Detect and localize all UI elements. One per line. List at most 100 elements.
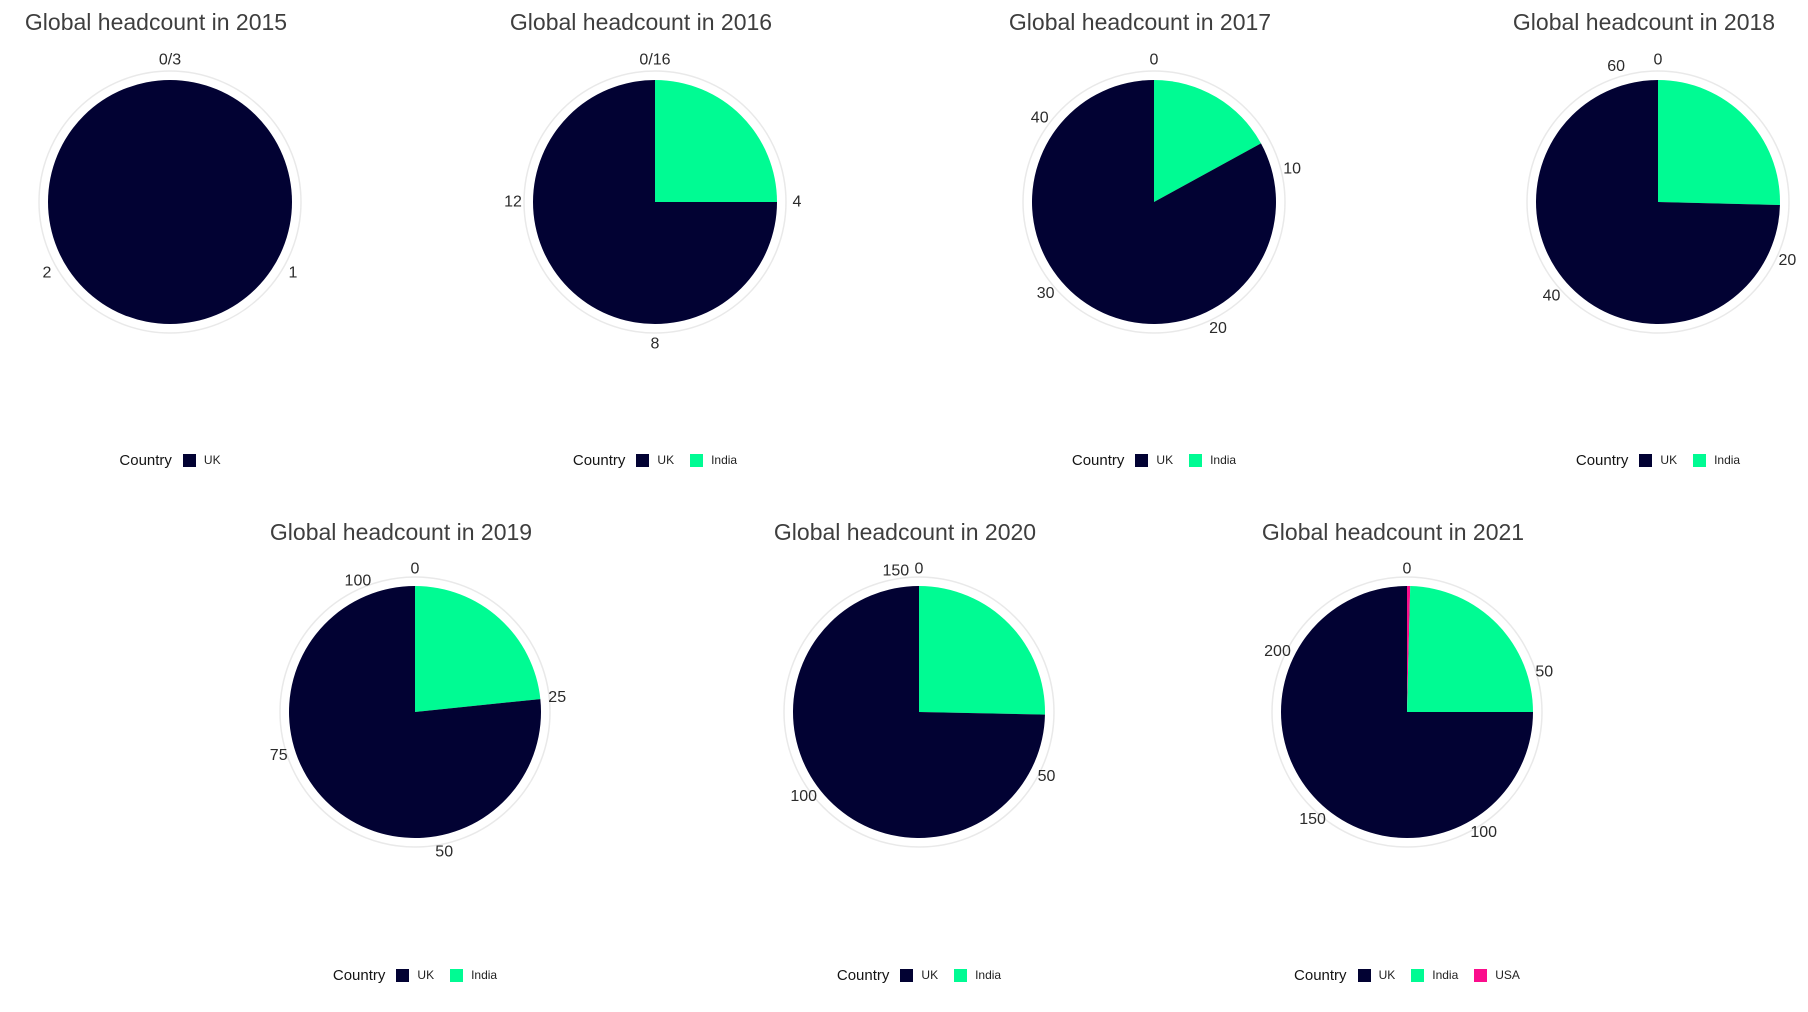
legend: Country UK: [0, 447, 410, 473]
legend-title: Country: [1294, 966, 1347, 984]
chart-2017: Global headcount in 2017 0 10 20 30 40 Country…: [914, 0, 1394, 490]
polar-axis-line: [38, 70, 302, 334]
legend-item-label: UK: [1378, 968, 1396, 982]
legend: Country UK India: [1418, 447, 1808, 473]
legend-title: Country: [119, 451, 172, 469]
chart-title: Global headcount in 2015: [24, 9, 288, 35]
legend-swatch-uk: [900, 968, 914, 982]
legend-swatch-uk: [1639, 453, 1653, 467]
legend-swatch-uk: [182, 453, 196, 467]
chart-title: Global headcount in 2018: [1512, 9, 1776, 35]
chart-2021: Global headcount in 2021 0 50 100 150 200 Coun…: [1167, 510, 1647, 1000]
chart-2019: Global headcount in 2019 0 25 50 75 100 Countr…: [175, 510, 655, 1000]
axis-tick-label: 30: [1037, 285, 1055, 302]
pie-chart-2016: 0/16 4 8 12: [504, 52, 801, 353]
legend-item-india: India: [1411, 968, 1458, 982]
legend-item-uk: UK: [1357, 968, 1396, 982]
legend-item-label: India: [471, 968, 498, 982]
legend: Country UK India: [175, 962, 655, 988]
pie-chart-2019: 0 25 50 75 100: [270, 561, 566, 861]
legend-item-label: UK: [1156, 453, 1174, 467]
legend-item-uk: UK: [182, 453, 221, 467]
chart-2016: Global headcount in 2016 0/16 4 8 12 Country U…: [415, 0, 895, 490]
axis-tick-label: 20: [1209, 320, 1227, 337]
axis-tick-label: 0: [1654, 52, 1663, 69]
legend-swatch-uk: [636, 453, 650, 467]
polar-axis-line: [1526, 70, 1790, 334]
pie-slice-india: [655, 80, 777, 202]
legend-item-label: India: [711, 453, 738, 467]
pie-slice-india: [1407, 586, 1533, 712]
legend-item-label: India: [1210, 453, 1237, 467]
legend-item-label: UK: [1660, 453, 1678, 467]
axis-tick-label: 1: [289, 265, 298, 282]
polar-axis-line: [783, 576, 1055, 848]
pie-slice-uk: [792, 586, 1045, 838]
pie-slice-uk: [1281, 586, 1533, 838]
pie-chart-2021: 0 50 100 150 200: [1264, 561, 1553, 848]
axis-tick-label: 20: [1779, 252, 1797, 269]
legend-swatch-usa: [1474, 968, 1488, 982]
axis-tick-label: 100: [1470, 824, 1497, 841]
legend: Country UK India: [914, 447, 1394, 473]
axis-tick-label: 40: [1031, 109, 1049, 126]
legend-item-uk: UK: [1135, 453, 1173, 467]
axis-tick-label: 100: [345, 572, 372, 589]
pie-chart-2017: 0 10 20 30 40: [1022, 52, 1301, 337]
axis-tick-label: 60: [1607, 58, 1625, 75]
pie-chart-2015: 0/3 1 2: [38, 52, 302, 334]
axis-tick-label: 0: [1150, 52, 1159, 69]
legend-title: Country: [1071, 451, 1125, 469]
legend-item-label: India: [1432, 968, 1459, 982]
legend-swatch-india: [954, 968, 968, 982]
pie-chart-2018: 0 20 40 60: [1526, 52, 1797, 334]
legend-item-india: India: [954, 968, 1001, 982]
pie-slice-india: [415, 586, 541, 712]
chart-2020: Global headcount in 2020 0 50 100 150 Country…: [679, 510, 1159, 1000]
axis-tick-label: 75: [270, 747, 288, 764]
legend-swatch-india: [1189, 453, 1203, 467]
legend-item-uk: UK: [636, 453, 674, 467]
axis-tick-label: 2: [43, 265, 52, 282]
pie-slice-uk: [48, 80, 292, 324]
axis-tick-label: 0: [411, 561, 420, 578]
legend-item-uk: UK: [396, 968, 434, 982]
legend-title: Country: [572, 451, 626, 469]
legend-swatch-uk: [1135, 453, 1149, 467]
axis-tick-label: 8: [651, 336, 660, 353]
legend-item-india: India: [1189, 453, 1236, 467]
pie-slice-uk: [1032, 80, 1277, 324]
pie-chart-2020: 0 50 100 150: [783, 561, 1056, 848]
legend-item-label: India: [1714, 453, 1741, 467]
legend-swatch-india: [1411, 968, 1425, 982]
legend-swatch-india: [690, 453, 704, 467]
legend: Country UK India USA: [1167, 962, 1647, 988]
legend-title: Country: [836, 966, 890, 984]
chart-title: Global headcount in 2021: [1261, 519, 1525, 545]
legend-swatch-india: [450, 968, 464, 982]
legend: Country UK India: [679, 962, 1159, 988]
legend-item-label: UK: [203, 453, 221, 467]
legend-item-label: UK: [417, 968, 435, 982]
legend-item-uk: UK: [1639, 453, 1677, 467]
axis-tick-label: 0/3: [159, 52, 181, 69]
polar-axis-line: [1271, 576, 1543, 848]
chart-2015: Global headcount in 2015 0/3 1 2 Country UK: [0, 0, 410, 490]
chart-title: Global headcount in 2016: [509, 9, 773, 35]
axis-tick-label: 50: [1038, 768, 1056, 785]
legend-item-uk: UK: [900, 968, 938, 982]
legend-swatch-uk: [396, 968, 410, 982]
legend-title: Country: [332, 966, 386, 984]
polar-axis-line: [1022, 70, 1286, 334]
legend-item-india: India: [1693, 453, 1740, 467]
polar-axis-line: [523, 70, 787, 334]
legend-item-label: USA: [1495, 968, 1520, 982]
pie-slice-uk: [533, 80, 777, 324]
pie-slice-uk: [1535, 79, 1780, 324]
axis-tick-label: 0/16: [639, 52, 670, 69]
axis-tick-label: 40: [1543, 288, 1561, 305]
axis-tick-label: 50: [1535, 664, 1553, 681]
chart-2018: Global headcount in 2018 0 20 40 60 Country UK…: [1418, 0, 1808, 490]
axis-tick-label: 150: [882, 562, 909, 579]
legend-item-india: India: [450, 968, 497, 982]
